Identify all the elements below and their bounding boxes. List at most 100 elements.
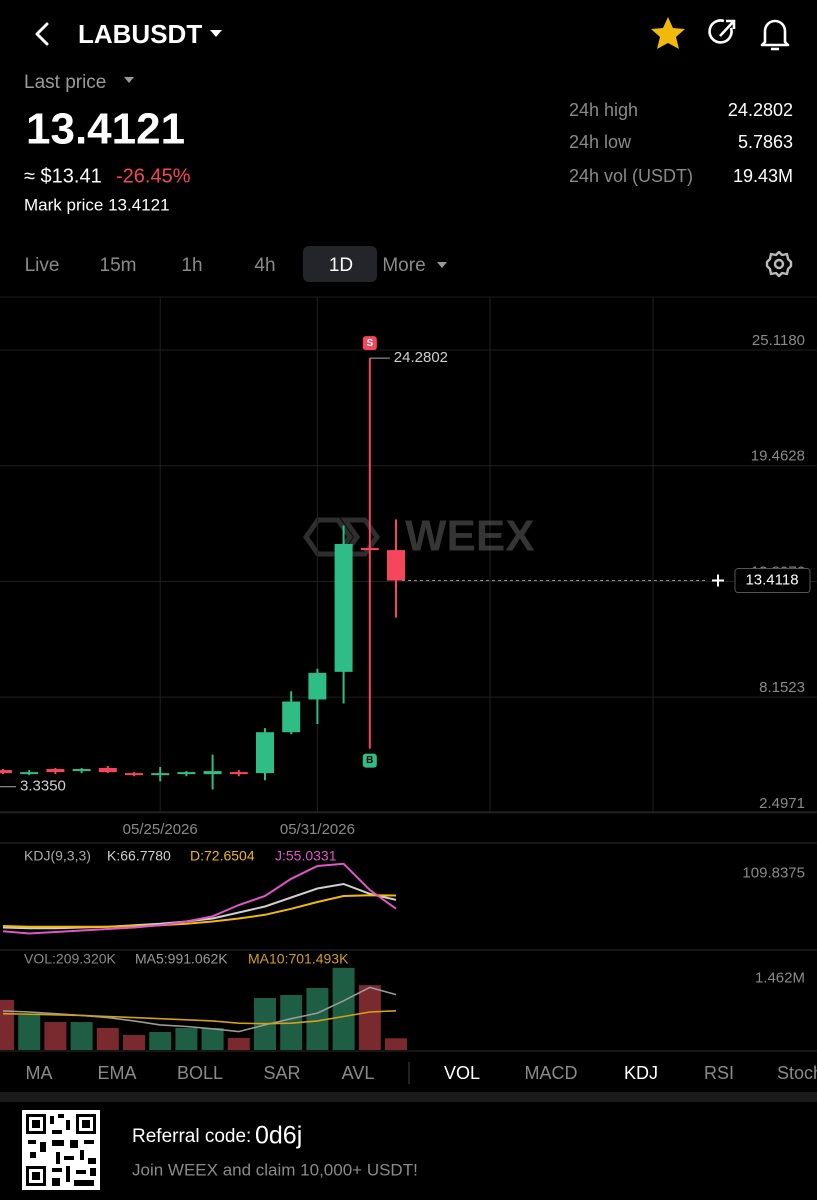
stat-value: 19.43M bbox=[733, 166, 793, 186]
candle-body bbox=[98, 768, 117, 773]
indicator-tab[interactable]: RSI bbox=[704, 1063, 734, 1083]
watermark-text: WEEX bbox=[405, 512, 535, 561]
candle-body bbox=[387, 550, 405, 581]
y-tick-label: 25.1180 bbox=[752, 332, 805, 349]
low-label: 3.3350 bbox=[20, 778, 66, 795]
candle-body bbox=[20, 772, 39, 775]
timeframe-tab[interactable]: More bbox=[382, 255, 425, 276]
legend-entry: VOL:209.320K bbox=[24, 951, 117, 967]
legend-entry: K:66.7780 bbox=[107, 848, 171, 864]
x-tick-label: 05/25/2026 bbox=[123, 821, 198, 838]
buy-marker bbox=[362, 753, 377, 768]
timeframe-tab[interactable]: 1h bbox=[181, 255, 202, 276]
last-price: 13.4121 bbox=[26, 105, 185, 154]
volume-bar bbox=[70, 1022, 93, 1050]
indicator-title: KDJ(9,3,3) bbox=[24, 848, 91, 864]
y-tick-label: 8.1523 bbox=[759, 679, 805, 696]
indicator-line bbox=[2, 862, 397, 935]
volume-bar bbox=[44, 1022, 67, 1050]
y-tick-label: 2.4971 bbox=[759, 795, 805, 812]
timeframe-tab[interactable]: 15m bbox=[100, 255, 137, 276]
last-price-dropdown[interactable] bbox=[124, 77, 134, 83]
stat-value: 24.2802 bbox=[728, 100, 793, 120]
last-price-box bbox=[734, 568, 811, 594]
stat-label: 24h high bbox=[569, 100, 638, 120]
volume-bar bbox=[123, 1035, 145, 1050]
high-label: 24.2802 bbox=[394, 349, 448, 366]
indicator-tab[interactable]: AVL bbox=[342, 1063, 375, 1083]
indicator-tab[interactable]: EMA bbox=[97, 1063, 136, 1083]
indicator-tabs: MA EMA BOLL SAR AVL VOL MACD KDJ RSI Stoch bbox=[26, 1063, 817, 1083]
buy-marker-text: B bbox=[366, 755, 373, 766]
volume-bar bbox=[18, 1015, 41, 1050]
more-dropdown[interactable] bbox=[437, 262, 447, 268]
notification-icon[interactable] bbox=[760, 19, 790, 51]
legend-entry: D:72.6504 bbox=[190, 848, 255, 864]
indicator-tab[interactable]: Stoch bbox=[777, 1063, 817, 1083]
legend-entry: MA5:991.062K bbox=[135, 951, 228, 967]
indicator-tab[interactable]: VOL bbox=[444, 1063, 480, 1083]
timeframe-tab[interactable]: 4h bbox=[254, 255, 275, 276]
candle-body bbox=[282, 701, 301, 733]
candle-body bbox=[229, 772, 248, 775]
candle-body bbox=[203, 771, 222, 775]
indicator-tab[interactable]: BOLL bbox=[177, 1063, 223, 1083]
last-price-label: 13.4118 bbox=[745, 572, 798, 589]
candle-body bbox=[0, 770, 12, 774]
volume-bar bbox=[175, 1027, 198, 1050]
ma-line bbox=[2, 1010, 397, 1025]
qr-code bbox=[22, 1110, 100, 1190]
indicator-tab[interactable]: KDJ bbox=[624, 1063, 658, 1083]
candle-body bbox=[46, 769, 65, 773]
indicator-tab[interactable]: SAR bbox=[263, 1063, 300, 1083]
volume-bar bbox=[201, 1027, 224, 1050]
referral-message: Join WEEX and claim 10,000+ USDT! bbox=[132, 1160, 418, 1179]
last-price-label[interactable]: Last price bbox=[24, 72, 106, 93]
active-tab-bg bbox=[303, 246, 377, 282]
volume-bar bbox=[149, 1032, 172, 1050]
candle-body bbox=[308, 672, 327, 700]
candle-body bbox=[125, 773, 143, 776]
settings-icon[interactable] bbox=[765, 250, 793, 278]
legend-entry: J:55.0331 bbox=[275, 848, 337, 864]
legend-entry: MA10:701.493K bbox=[248, 951, 349, 967]
stat-label: 24h low bbox=[569, 132, 632, 152]
candle-body bbox=[360, 548, 379, 551]
volume-bar bbox=[358, 985, 381, 1050]
symbol-dropdown[interactable] bbox=[210, 30, 222, 37]
referral-label: Referral code: bbox=[132, 1126, 251, 1147]
favorite-icon[interactable] bbox=[651, 17, 685, 49]
y-tick-label: 1.462M bbox=[755, 969, 805, 986]
x-tick-label: 05/31/2026 bbox=[280, 821, 355, 838]
candle-body bbox=[72, 769, 91, 772]
stat-value: 5.7863 bbox=[738, 132, 793, 152]
charts: 25.118019.462813.80768.15232.497105/25/2… bbox=[0, 297, 817, 1050]
candle-body bbox=[177, 772, 196, 775]
volume-bar bbox=[332, 967, 355, 1050]
back-icon[interactable] bbox=[35, 22, 49, 46]
candle-body bbox=[151, 773, 170, 776]
indicator-tab[interactable]: MACD bbox=[525, 1063, 578, 1083]
candle-body bbox=[334, 543, 353, 672]
indicator-tab[interactable]: MA bbox=[26, 1063, 53, 1083]
timeframe-tab[interactable]: 1D bbox=[329, 255, 353, 276]
candle-body bbox=[256, 732, 274, 774]
usd-price: ≈ $13.41 bbox=[24, 165, 102, 187]
volume-bar bbox=[96, 1027, 119, 1050]
referral-code: 0d6j bbox=[255, 1122, 302, 1150]
sell-marker bbox=[362, 336, 377, 351]
y-tick-label: 109.8375 bbox=[742, 865, 805, 882]
y-tick-label: 19.4628 bbox=[751, 448, 805, 465]
divider bbox=[0, 1092, 817, 1102]
sell-marker-text: S bbox=[366, 338, 373, 349]
timeframe-tabs: Live 15m 1h 4h 1D More bbox=[25, 255, 426, 276]
symbol[interactable]: LABUSDT bbox=[78, 19, 202, 49]
volume-bar bbox=[306, 987, 329, 1050]
price-change: -26.45% bbox=[116, 165, 191, 187]
crosshair-icon[interactable] bbox=[712, 574, 724, 587]
timeframe-tab[interactable]: Live bbox=[25, 255, 60, 276]
share-icon[interactable] bbox=[708, 19, 736, 44]
